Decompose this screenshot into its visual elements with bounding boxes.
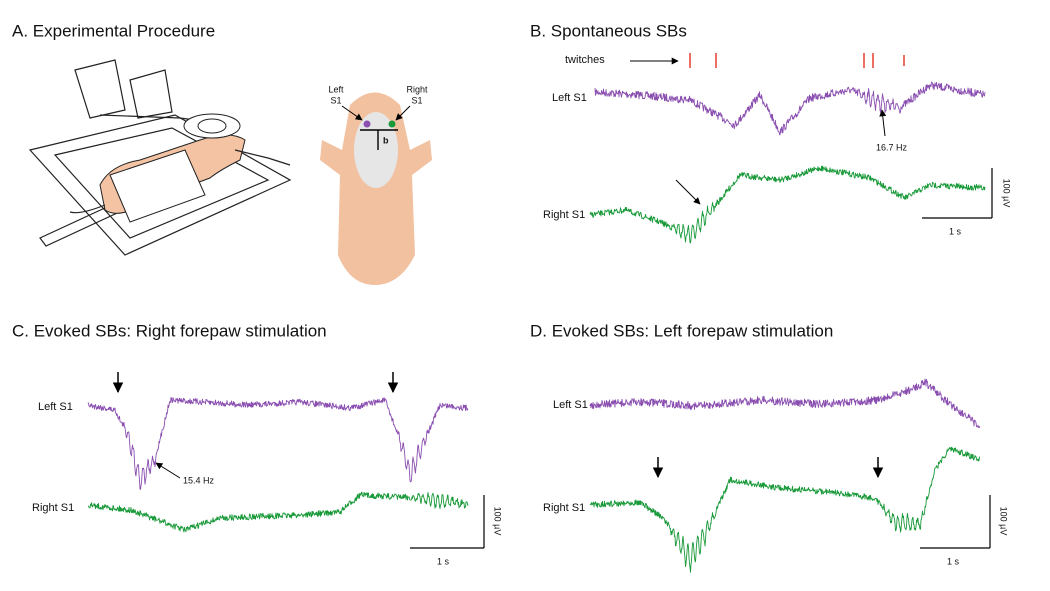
eeg-trace — [594, 81, 986, 136]
site-label: S1 — [330, 95, 341, 105]
scale-bar — [410, 495, 485, 549]
frequency-label: 16.7 Hz — [876, 142, 908, 152]
eeg-trace — [589, 446, 981, 573]
channel-label: Right S1 — [543, 209, 585, 221]
scale-label: 1 s — [437, 556, 450, 566]
rig-illustration — [28, 59, 292, 256]
eeg-trace — [589, 378, 981, 429]
channel-label: Right S1 — [32, 502, 74, 514]
eeg-trace — [87, 396, 469, 490]
panel-title: B. Spontaneous SBs — [530, 21, 687, 40]
panel-title: C. Evoked SBs: Right forepaw stimulation — [12, 321, 327, 340]
frequency-label: 15.4 Hz — [183, 475, 215, 485]
twitch-ticks — [689, 53, 905, 68]
scale-label: 100 µV — [493, 507, 503, 536]
site-label: S1 — [411, 95, 422, 105]
channel-label: Left S1 — [38, 401, 73, 413]
twitch-label: twitches — [565, 54, 605, 66]
scale-label: 100 µV — [999, 507, 1009, 536]
mouse-diagram — [320, 92, 432, 285]
scale-bar — [920, 495, 991, 549]
site-label: Left — [328, 84, 344, 94]
channel-label: Left S1 — [553, 399, 588, 411]
channel-label: Left S1 — [552, 92, 587, 104]
arrow — [879, 109, 887, 137]
site-label: Right — [406, 84, 428, 94]
panel-title: D. Evoked SBs: Left forepaw stimulation — [530, 321, 833, 340]
eeg-trace — [87, 491, 469, 533]
scale-label: 1 s — [947, 556, 960, 566]
scale-label: 1 s — [949, 226, 962, 236]
arrow — [675, 179, 701, 205]
scale-bar — [922, 168, 993, 219]
bregma-label: b — [383, 135, 389, 145]
eeg-trace — [589, 165, 986, 244]
arrow — [155, 462, 181, 479]
panel-title: A. Experimental Procedure — [12, 21, 215, 40]
channel-label: Right S1 — [543, 502, 585, 514]
scale-label: 100 µV — [1002, 179, 1012, 208]
